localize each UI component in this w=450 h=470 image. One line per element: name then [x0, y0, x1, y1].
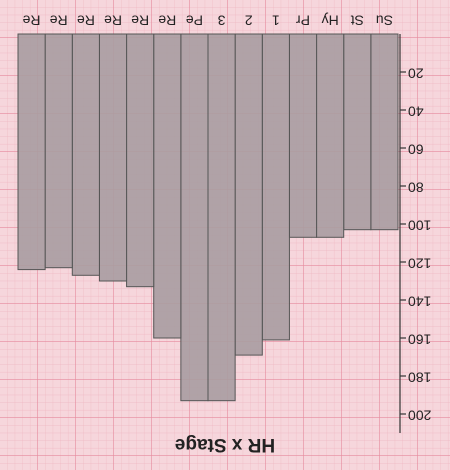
x-tick-label: Pe	[186, 12, 203, 28]
x-tick-label: Re	[158, 12, 176, 28]
bar	[126, 33, 155, 288]
bar	[234, 33, 263, 356]
x-tick-label: Re	[77, 12, 95, 28]
bar	[71, 33, 100, 276]
x-tick-label: 3	[217, 12, 225, 28]
bar	[17, 33, 46, 271]
x-tick-label: Su	[376, 12, 393, 28]
x-tick-label: Re	[131, 12, 149, 28]
bar	[288, 33, 318, 238]
x-tick-label: Pr	[296, 12, 310, 28]
y-tick-label: 140	[408, 293, 432, 309]
x-tick-label: Re	[104, 12, 122, 28]
y-tick-label: 40	[408, 103, 424, 119]
y-tick-label: 200	[408, 407, 432, 423]
y-tick-label: 60	[408, 141, 424, 157]
bar	[98, 33, 128, 282]
bar	[207, 33, 236, 402]
bar	[343, 33, 372, 231]
x-tick-label: Hy	[322, 12, 339, 28]
bar	[153, 33, 182, 339]
x-tick-label: Re	[22, 12, 40, 28]
bar	[180, 33, 209, 402]
y-tick-label: 100	[408, 217, 432, 233]
chart-title: HR x Stage	[175, 434, 275, 455]
x-tick-label: Re	[50, 12, 68, 28]
x-tick-label: 2	[245, 12, 253, 28]
y-tick-label: 120	[408, 255, 432, 271]
y-tick-label: 160	[408, 331, 432, 347]
bar	[370, 33, 399, 231]
bar	[261, 33, 290, 341]
x-tick-label: 1	[272, 12, 280, 28]
rotated-chart: HR x Stage 20 40 60 80 100 120 140 160 180 200 Su S…	[17, 12, 432, 455]
y-tick-label: 180	[408, 369, 432, 385]
y-tick-label: 20	[408, 65, 424, 81]
y-tick-label: 80	[408, 179, 424, 195]
bar	[44, 33, 73, 269]
x-tick-label: St	[351, 12, 364, 28]
bar	[316, 33, 345, 238]
